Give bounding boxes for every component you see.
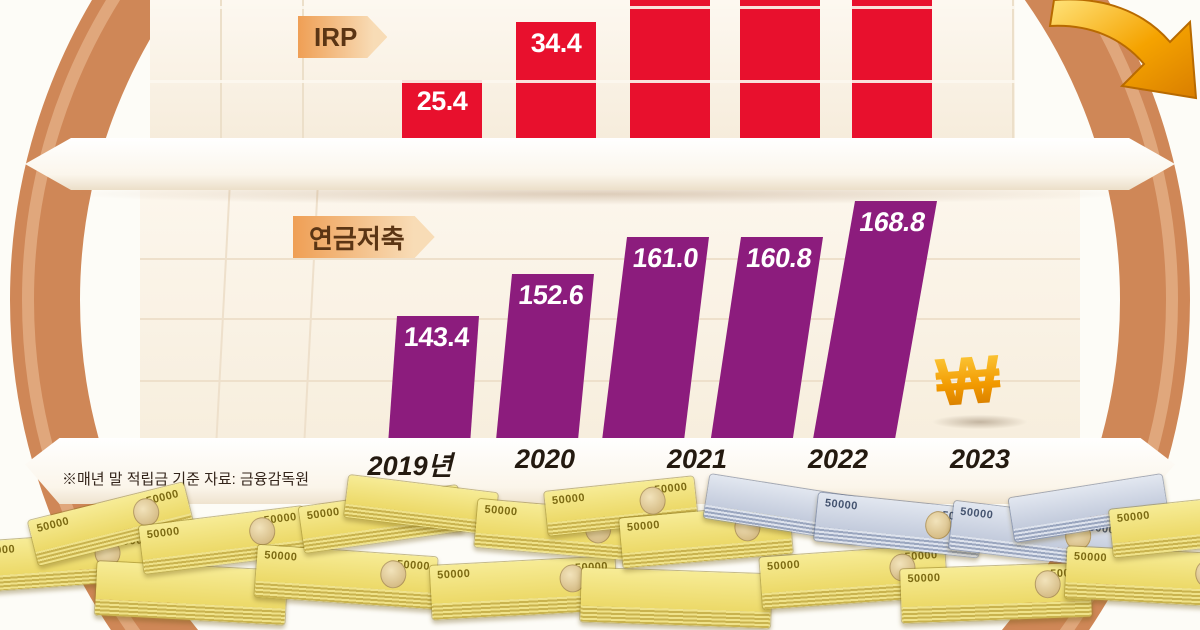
bar-value-label: 160.8	[744, 243, 814, 274]
irp-bar-2019년: 25.4	[402, 80, 482, 142]
bar-value-label: 143.4	[402, 321, 471, 352]
pension-bar-2020: 152.6	[495, 274, 594, 448]
grid-line	[140, 258, 1080, 260]
bar-value-label: 25.4	[416, 86, 468, 117]
banknote-face	[580, 567, 772, 613]
grid-line	[220, 0, 222, 142]
x-axis-label-2021: 2021	[666, 444, 728, 474]
won-symbol-shadow	[928, 414, 1032, 430]
banknote-denomination: 50000	[766, 558, 801, 573]
down-arrow-icon	[1048, 0, 1198, 100]
bar-value-label: 168.8	[857, 207, 928, 238]
platform-edge	[25, 138, 1175, 190]
x-axis-label-2022: 2022	[807, 444, 869, 474]
irp-series-label-text: IRP	[314, 21, 358, 52]
banknote-bundle	[579, 566, 773, 630]
grid-line	[215, 188, 231, 442]
bar-value-label: 34.4	[530, 28, 582, 59]
irp-bar-2021	[630, 0, 710, 142]
grid-line	[150, 6, 1015, 9]
x-axis-label-2020: 2020	[514, 444, 576, 474]
grid-line	[302, 0, 304, 142]
banknote-denomination: 50000	[263, 549, 298, 564]
x-axis-label-2019: 2019년	[367, 451, 453, 481]
banknote-denomination: 50000	[436, 567, 471, 582]
banknote-denomination: 50000	[1073, 550, 1108, 565]
bar-value-label: 161.0	[631, 242, 700, 273]
pension-series-label-text: 연금저축	[309, 223, 405, 254]
irp-bar-2023	[852, 0, 932, 142]
banknote-denomination: 50000	[907, 571, 941, 586]
money-pile: 50000 50000 50000 50000 50000 50000 50000 50000…	[0, 455, 1200, 630]
irp-bar-2022	[740, 0, 820, 142]
source-footnote: ※매년 말 적립금 기준 자료: 금융감독원	[62, 471, 310, 488]
grid-line	[140, 318, 1080, 320]
bar-value-label: 152.6	[516, 280, 585, 311]
pension-bar-2019년: 143.4	[387, 315, 479, 448]
pension-series-label: 연금저축	[293, 216, 435, 258]
banknote-denomination: 50000	[0, 543, 16, 558]
x-axis-label-2023: 2023	[949, 444, 1011, 474]
grid-line	[150, 80, 1015, 83]
won-symbol-icon: ₩	[933, 340, 1003, 422]
grid-line	[1012, 0, 1014, 142]
irp-series-label: IRP	[298, 16, 387, 58]
